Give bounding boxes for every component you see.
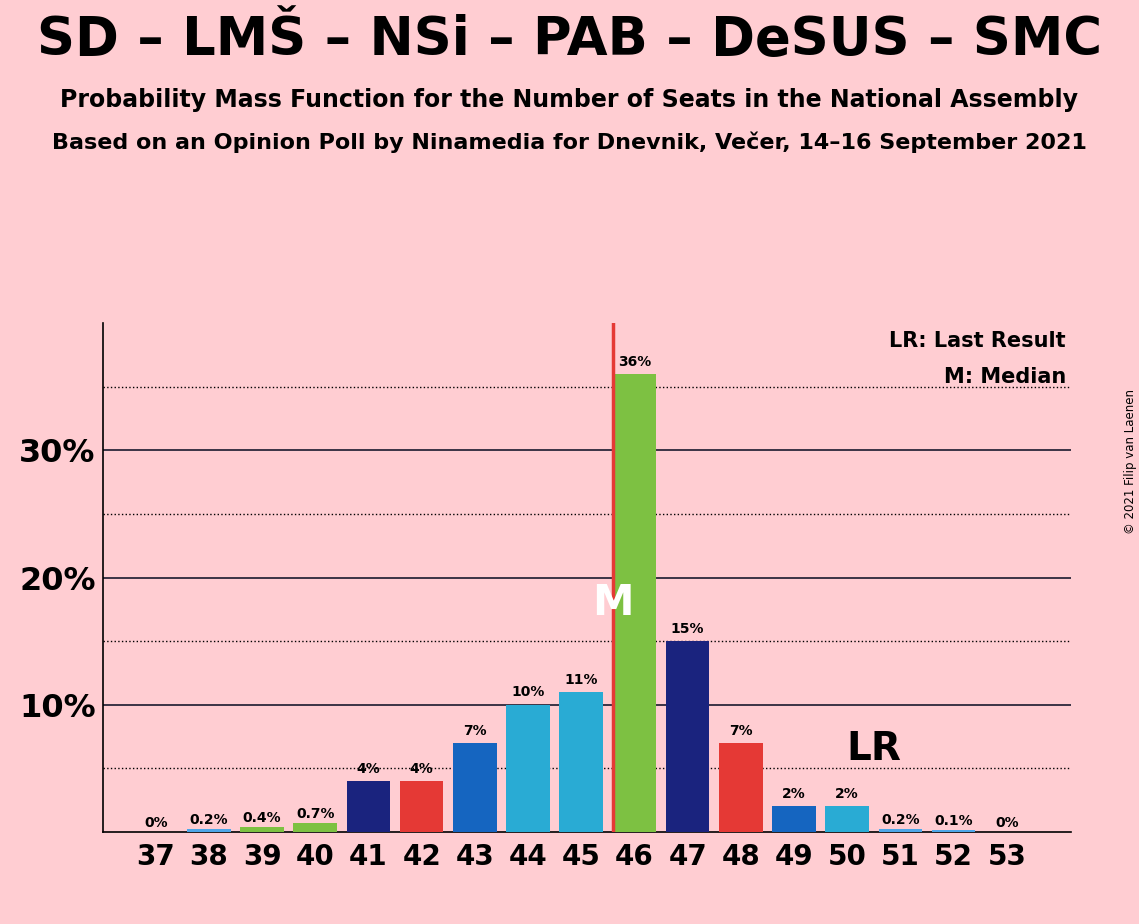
Text: 2%: 2% [782,787,806,801]
Bar [878,829,923,832]
Text: SD – LMŠ – NSi – PAB – DeSUS – SMC: SD – LMŠ – NSi – PAB – DeSUS – SMC [36,14,1103,66]
Bar [826,806,869,832]
Text: 0%: 0% [995,816,1018,830]
Text: 4%: 4% [357,761,380,775]
Text: 0%: 0% [144,816,167,830]
Text: LR: Last Result: LR: Last Result [890,331,1066,351]
Text: © 2021 Filip van Laenen: © 2021 Filip van Laenen [1124,390,1137,534]
Text: 7%: 7% [729,723,753,737]
Text: 15%: 15% [671,622,704,636]
Bar [506,704,550,832]
Text: 7%: 7% [464,723,486,737]
Bar [187,829,231,832]
Text: 36%: 36% [617,355,652,369]
Bar [719,743,763,832]
Bar [294,822,337,832]
Text: 0.7%: 0.7% [296,807,335,821]
Bar [772,806,816,832]
Text: 0.2%: 0.2% [189,813,228,827]
Text: 10%: 10% [511,686,544,699]
Text: 11%: 11% [565,673,598,687]
Text: M: M [592,582,634,624]
Text: Based on an Opinion Poll by Ninamedia for Dnevnik, Večer, 14–16 September 2021: Based on an Opinion Poll by Ninamedia fo… [52,131,1087,152]
Bar [666,641,710,832]
Text: 0.2%: 0.2% [882,813,920,827]
Text: 0.1%: 0.1% [934,814,973,829]
Text: 4%: 4% [410,761,434,775]
Bar [400,781,443,832]
Bar [613,374,656,832]
Bar [559,692,603,832]
Text: M: Median: M: Median [943,367,1066,386]
Text: Probability Mass Function for the Number of Seats in the National Assembly: Probability Mass Function for the Number… [60,88,1079,112]
Text: LR: LR [846,730,901,768]
Bar [453,743,497,832]
Text: 0.4%: 0.4% [243,810,281,824]
Bar [932,831,975,832]
Bar [240,826,284,832]
Bar [346,781,391,832]
Text: 2%: 2% [835,787,859,801]
